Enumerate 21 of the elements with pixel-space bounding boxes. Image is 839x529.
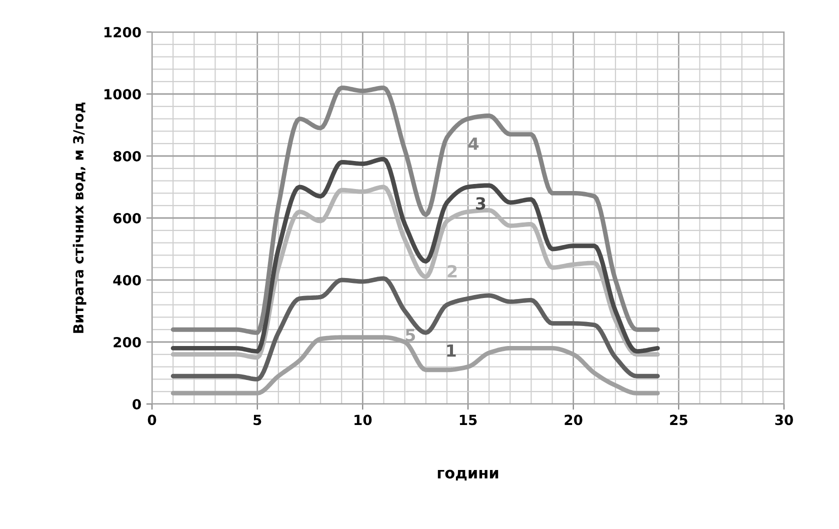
x-tick-label: 20 (564, 414, 582, 426)
series-label: 3 (476, 197, 486, 210)
x-tick-label: 25 (670, 414, 688, 426)
y-tick-label: 1200 (104, 26, 141, 38)
series-label: 1 (447, 344, 456, 357)
y-tick-label: 800 (113, 150, 141, 162)
y-tick-label: 200 (114, 336, 141, 348)
series-label: 2 (448, 264, 457, 278)
x-tick-label: 30 (775, 414, 793, 426)
x-tick-label: 0 (148, 414, 156, 426)
y-tick-label: 1000 (104, 88, 141, 100)
y-tick-label: 600 (113, 212, 141, 224)
x-axis-title: години (438, 470, 498, 480)
series-label: 4 (468, 138, 479, 150)
x-tick-label: 10 (354, 414, 372, 426)
x-tick-label: 5 (254, 414, 262, 426)
y-tick-label: 0 (132, 398, 141, 410)
x-tick-label: 15 (460, 414, 477, 426)
y-axis-title: Витрата стічних вод, м 3/год (72, 102, 86, 333)
series-label: 5 (406, 328, 415, 342)
y-tick-label: 400 (113, 274, 141, 286)
